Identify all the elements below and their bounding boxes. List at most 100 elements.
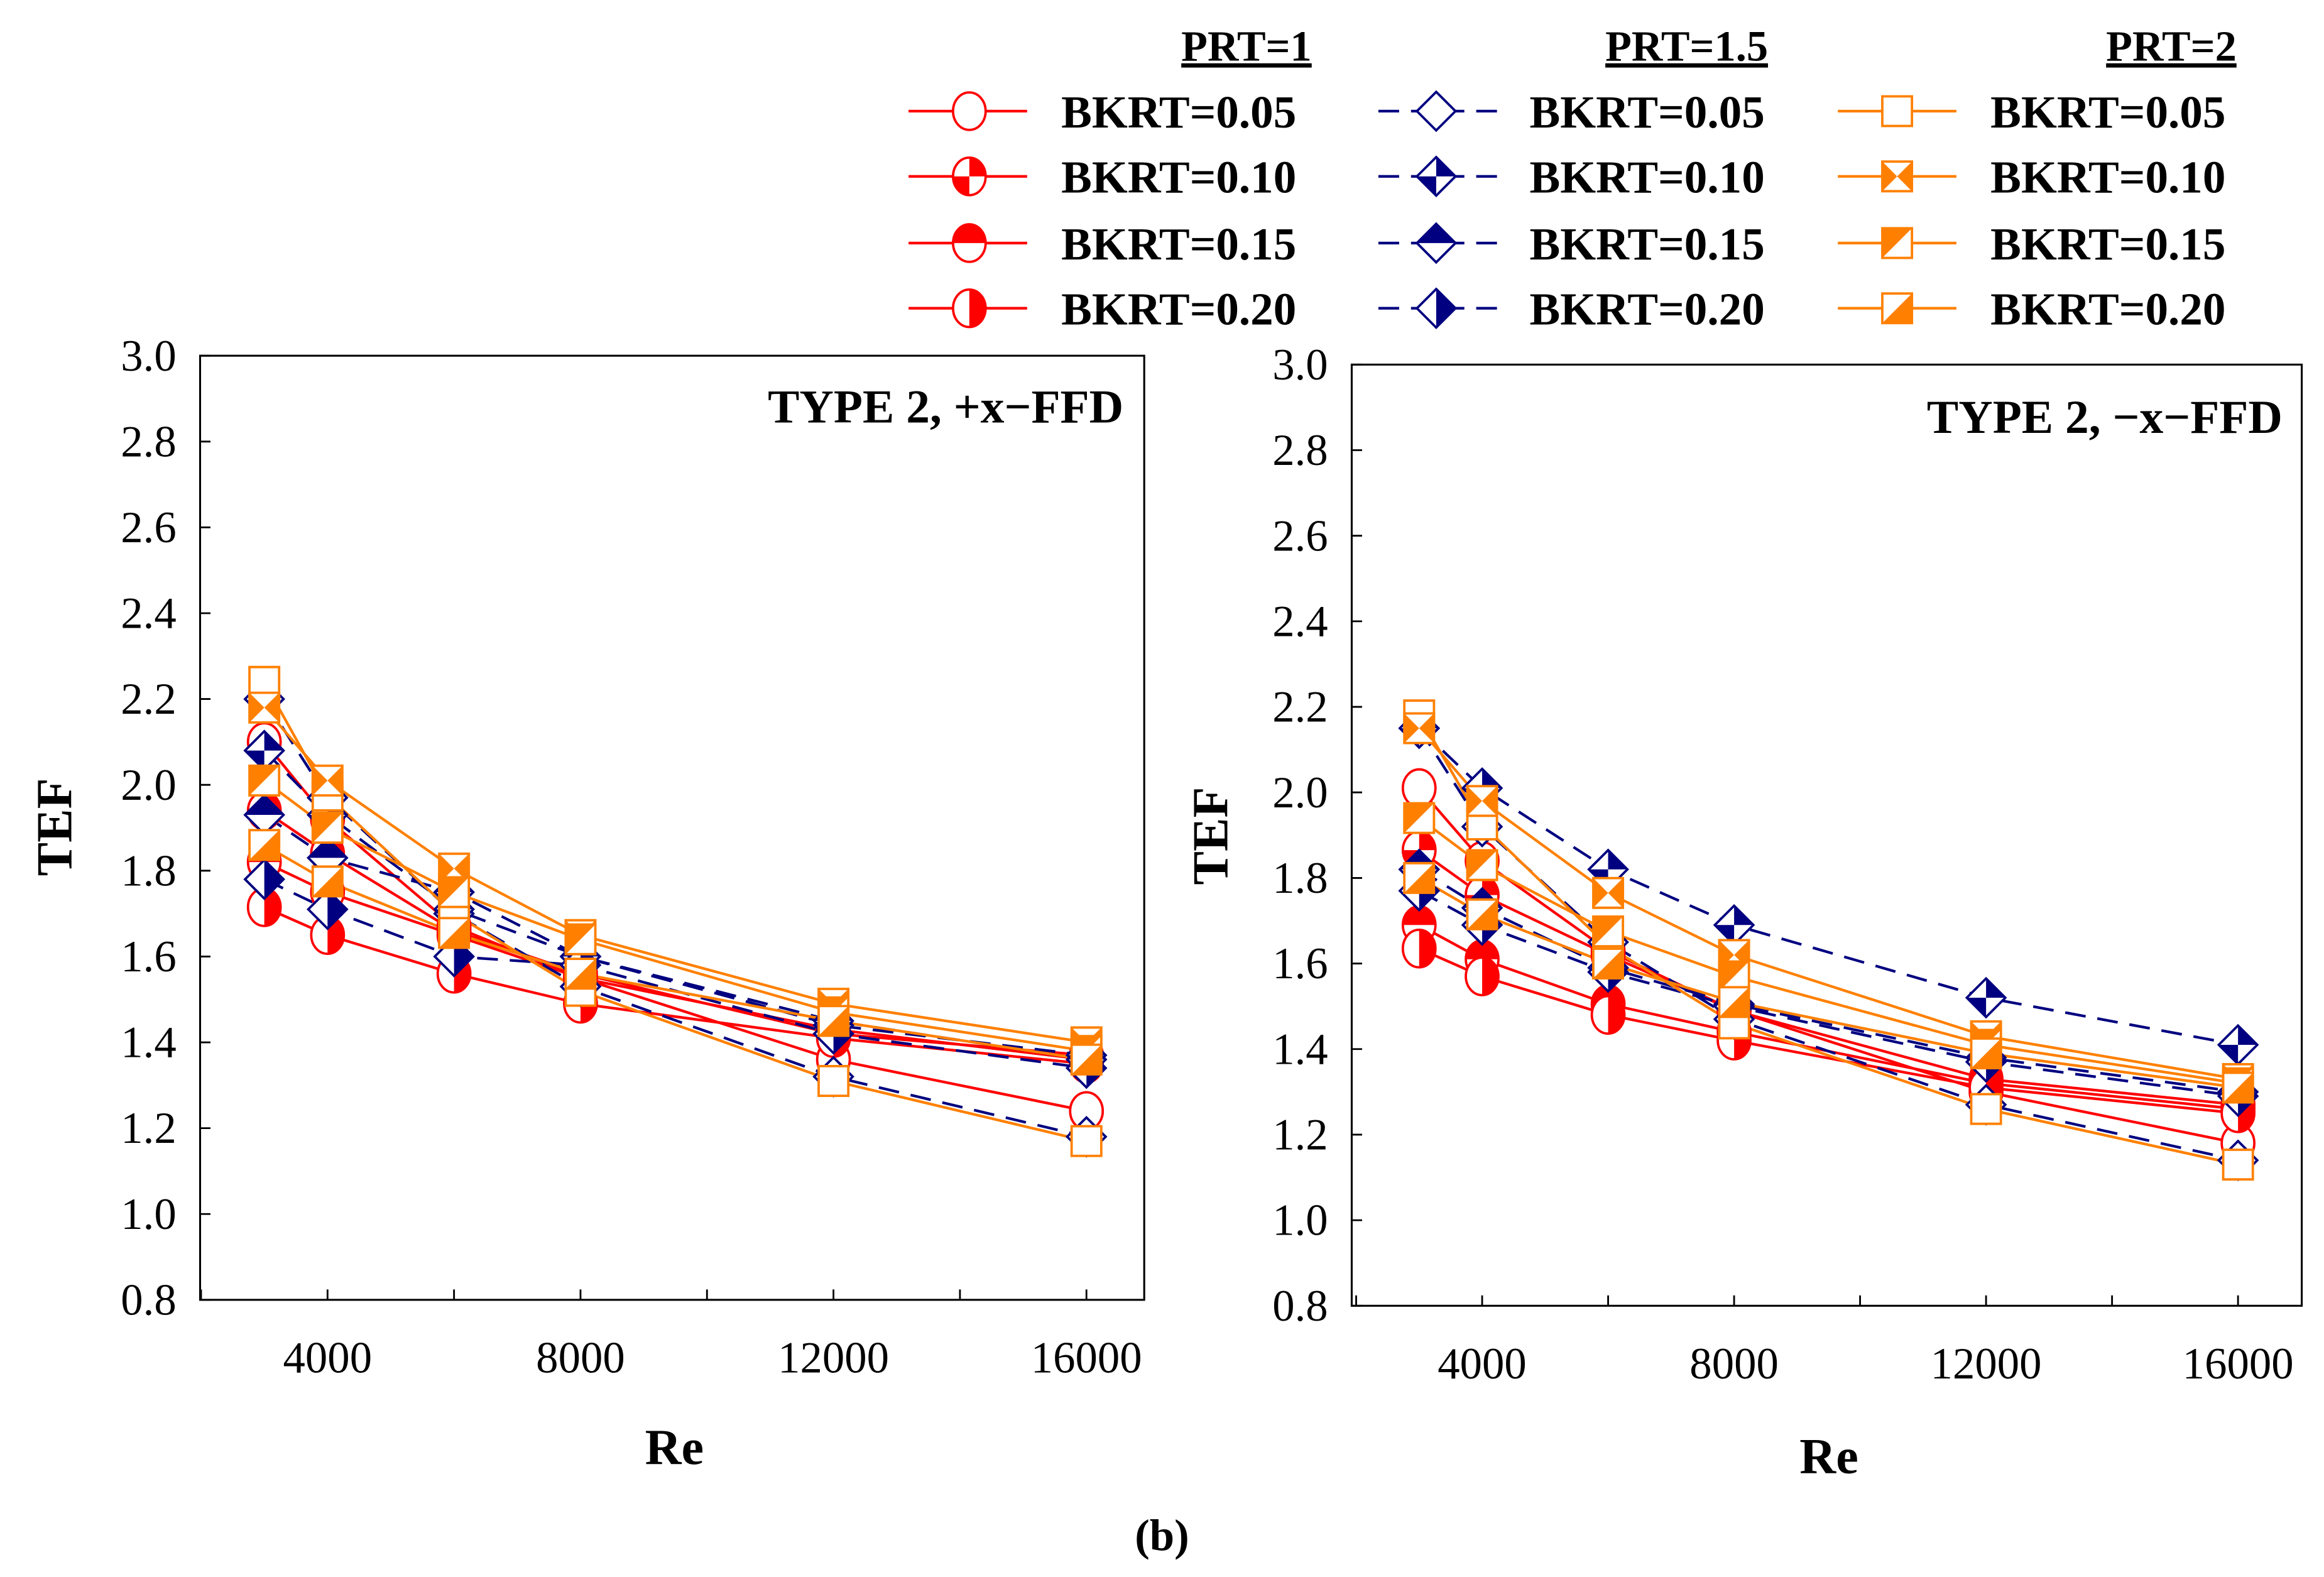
legend-label: BKRT=0.15 <box>1990 219 2225 270</box>
legend-marker <box>951 91 987 131</box>
legend-item: BKRT=0.10 <box>1378 152 1765 203</box>
data-point <box>248 764 281 797</box>
chart-left: TYPE 2, +x−FFD Re TEF 0.8 1.0 1.2 1.4 1.6 1.8… <box>27 332 1145 1476</box>
series-line <box>1418 947 2239 1115</box>
data-point <box>1592 915 1625 947</box>
chart-title: TYPE 2, −x−FFD <box>1927 391 2283 444</box>
data-point <box>564 958 597 990</box>
legend-header-prt2: PRT=2 <box>2106 23 2237 70</box>
series-line <box>263 741 1087 1113</box>
y-tick-label: 2.0 <box>121 761 176 810</box>
series-line <box>1418 849 2239 1106</box>
legend-label: BKRT=0.10 <box>1530 152 1765 203</box>
x-axis-label: Re <box>1799 1429 1858 1485</box>
data-point <box>564 923 597 956</box>
data-point <box>1465 956 1500 996</box>
plot-frame <box>199 354 1145 1301</box>
x-tick-label: 16000 <box>2183 1340 2294 1389</box>
legend-label: BKRT=0.05 <box>1530 87 1765 138</box>
legend-item: BKRT=0.05 <box>1838 87 2225 138</box>
chart-title: TYPE 2, +x−FFD <box>768 381 1123 433</box>
legend-item: BKRT=0.20 <box>908 284 1296 335</box>
y-tick-label: 2.4 <box>121 589 176 638</box>
x-tick-label: 8000 <box>1689 1340 1779 1389</box>
y-tick-label: 1.4 <box>121 1018 176 1067</box>
legend-marker <box>1415 155 1458 198</box>
y-tick-label: 2.8 <box>121 417 176 466</box>
legend-marker <box>1881 160 1914 193</box>
legend-label: BKRT=0.20 <box>1061 284 1296 335</box>
y-tick-label: 1.8 <box>1272 854 1328 903</box>
data-point <box>438 876 471 909</box>
series-line <box>1418 787 2239 1145</box>
legend-label: BKRT=0.10 <box>1990 152 2225 203</box>
legend-item: BKRT=0.05 <box>1378 87 1765 138</box>
plot-frame <box>1350 363 2303 1307</box>
x-axis-label: Re <box>645 1421 704 1476</box>
data-point <box>1401 929 1437 969</box>
data-point <box>1403 861 1436 894</box>
y-tick-label: 2.8 <box>1272 426 1328 475</box>
data-point <box>248 829 281 861</box>
x-tick-label: 4000 <box>283 1333 373 1382</box>
data-point <box>1466 898 1498 930</box>
legend-item: BKRT=0.20 <box>1838 284 2225 335</box>
legend-item: BKRT=0.15 <box>1378 219 1765 270</box>
legend-item: BKRT=0.15 <box>908 219 1296 270</box>
legend-header-prt15: PRT=1.5 <box>1605 23 1768 70</box>
data-point <box>1466 785 1498 817</box>
data-point <box>311 812 344 844</box>
legend-header-prt1: PRT=1 <box>1181 23 1312 70</box>
y-tick-label: 2.4 <box>1272 597 1328 646</box>
legend-label: BKRT=0.05 <box>1990 87 2225 138</box>
legend-marker <box>1415 222 1458 265</box>
legend-item: BKRT=0.05 <box>908 87 1296 138</box>
data-point <box>2222 1149 2254 1181</box>
data-point <box>1403 712 1436 745</box>
data-point <box>1965 976 2007 1019</box>
data-point <box>1403 802 1436 834</box>
legend-item: BKRT=0.10 <box>1838 152 2225 203</box>
x-tick-label: 12000 <box>778 1333 889 1382</box>
data-point <box>1070 1125 1103 1157</box>
data-point <box>311 865 344 898</box>
legend-label: BKRT=0.15 <box>1061 219 1296 270</box>
legend-label: BKRT=0.20 <box>1990 284 2225 335</box>
y-tick-label: 2.0 <box>1272 768 1328 817</box>
y-tick-label: 0.8 <box>121 1275 176 1324</box>
series-line <box>1418 889 2239 1098</box>
data-point <box>817 1005 850 1037</box>
legend-marker <box>1415 287 1458 330</box>
chart-right: TYPE 2, −x−FFD Re TEF 0.8 1.0 1.2 1.4 1.6 1.8… <box>1183 341 2303 1485</box>
series-line <box>263 698 1087 1138</box>
y-axis-label: TEF <box>1183 787 1238 885</box>
y-tick-label: 2.6 <box>121 503 176 552</box>
y-tick-label: 2.6 <box>1272 511 1328 560</box>
series-line <box>1418 727 2239 1162</box>
legend-label: BKRT=0.10 <box>1061 152 1296 203</box>
data-point <box>1590 995 1626 1035</box>
data-point <box>1592 947 1625 980</box>
data-point <box>1970 1093 2002 1125</box>
legend-marker <box>951 156 987 197</box>
legend-marker <box>1881 227 1914 259</box>
y-tick-label: 1.2 <box>1272 1111 1328 1160</box>
x-tick-label: 12000 <box>1931 1340 2042 1389</box>
data-point <box>1718 960 1750 993</box>
data-point <box>1466 849 1498 881</box>
x-tick-label: 8000 <box>536 1333 625 1382</box>
y-tick-label: 0.8 <box>1272 1282 1328 1331</box>
series-line <box>1418 817 2239 1085</box>
data-point <box>2217 1023 2259 1066</box>
y-tick-label: 3.0 <box>121 332 176 381</box>
data-point <box>306 888 349 930</box>
data-point <box>248 691 281 724</box>
y-tick-label: 3.0 <box>1272 341 1328 390</box>
y-tick-label: 1.6 <box>121 932 176 981</box>
data-point <box>438 852 471 885</box>
legend-marker <box>951 288 987 329</box>
data-point <box>243 794 285 836</box>
legend-marker <box>1881 292 1914 325</box>
data-point <box>1592 876 1625 909</box>
